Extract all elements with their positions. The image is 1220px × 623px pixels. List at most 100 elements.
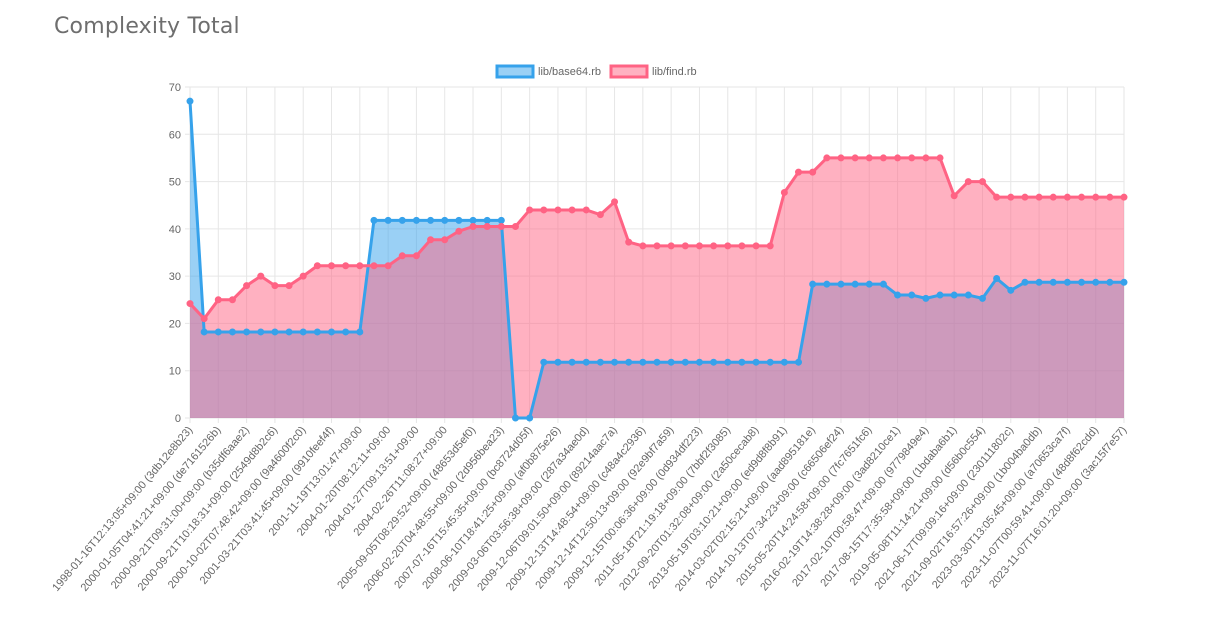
data-point [1092,193,1100,201]
data-point [1021,193,1029,201]
data-point [412,216,420,224]
data-point [243,282,251,290]
data-point [313,262,321,270]
data-point [540,358,548,366]
data-point [993,193,1001,201]
data-point [1120,278,1128,286]
data-point [398,216,406,224]
data-point [596,211,604,219]
data-point [412,252,420,260]
data-point [667,358,675,366]
data-point [398,252,406,260]
data-point [894,291,902,299]
data-point [526,414,534,422]
data-point [1120,193,1128,201]
data-point [625,358,633,366]
chart-points [186,97,1128,422]
data-point [639,242,647,250]
data-point [625,238,633,246]
data-point [328,262,336,270]
data-point [1063,193,1071,201]
data-point [427,236,435,244]
series-area-1 [190,157,1124,418]
data-point [766,242,774,250]
data-point [780,188,788,196]
data-point [455,216,463,224]
data-point [328,328,336,336]
data-point [922,294,930,302]
data-point [681,358,689,366]
data-point [823,280,831,288]
data-point [200,315,208,323]
data-point [257,272,265,280]
data-point [950,291,958,299]
data-point [865,280,873,288]
data-point [639,358,647,366]
data-point [313,328,321,336]
chart-areas [190,101,1124,418]
data-point [908,291,916,299]
data-point [1078,193,1086,201]
data-point [752,358,760,366]
data-point [611,198,619,206]
data-point [653,242,661,250]
data-point [200,328,208,336]
data-point [993,275,1001,283]
data-point [186,97,194,105]
data-point [1035,193,1043,201]
data-point [695,358,703,366]
data-point [214,296,222,304]
data-point [908,154,916,162]
data-point [370,262,378,270]
data-point [356,262,364,270]
data-point [851,280,859,288]
data-point [228,296,236,304]
data-point [554,206,562,214]
data-point [865,154,873,162]
data-point [441,216,449,224]
data-point [894,154,902,162]
data-point [370,216,378,224]
data-point [1092,278,1100,286]
chart-legend[interactable]: lib/base64.rb lib/find.rb [495,64,697,79]
data-point [667,242,675,250]
data-point [724,358,732,366]
y-tick-label: 70 [169,82,181,94]
legend-label[interactable]: lib/find.rb [652,66,697,78]
data-point [483,222,491,230]
data-point [285,328,293,336]
data-point [710,358,718,366]
data-point [469,216,477,224]
data-point [582,206,590,214]
data-point [978,178,986,186]
data-point [299,272,307,280]
x-axis: 1998-01-16T12:13:05+09:00 (3db12e8b23)20… [50,424,1129,594]
data-point [681,242,689,250]
data-point [1106,193,1114,201]
data-point [795,358,803,366]
data-point [738,358,746,366]
data-point [837,154,845,162]
y-tick-label: 20 [169,318,181,330]
legend-swatch[interactable] [495,64,535,79]
data-point [1021,278,1029,286]
data-point [1007,193,1015,201]
legend-swatch[interactable] [609,64,649,79]
data-point [1049,193,1057,201]
data-point [695,242,703,250]
legend-label[interactable]: lib/base64.rb [538,66,601,78]
y-tick-label: 60 [169,129,181,141]
data-point [469,222,477,230]
data-point [540,206,548,214]
data-point [1007,286,1015,294]
y-tick-label: 30 [169,271,181,283]
data-point [922,154,930,162]
data-point [1106,278,1114,286]
data-point [285,282,293,290]
data-point [936,291,944,299]
data-point [384,262,392,270]
data-point [596,358,604,366]
data-point [243,328,251,336]
data-point [568,206,576,214]
data-point [511,414,519,422]
